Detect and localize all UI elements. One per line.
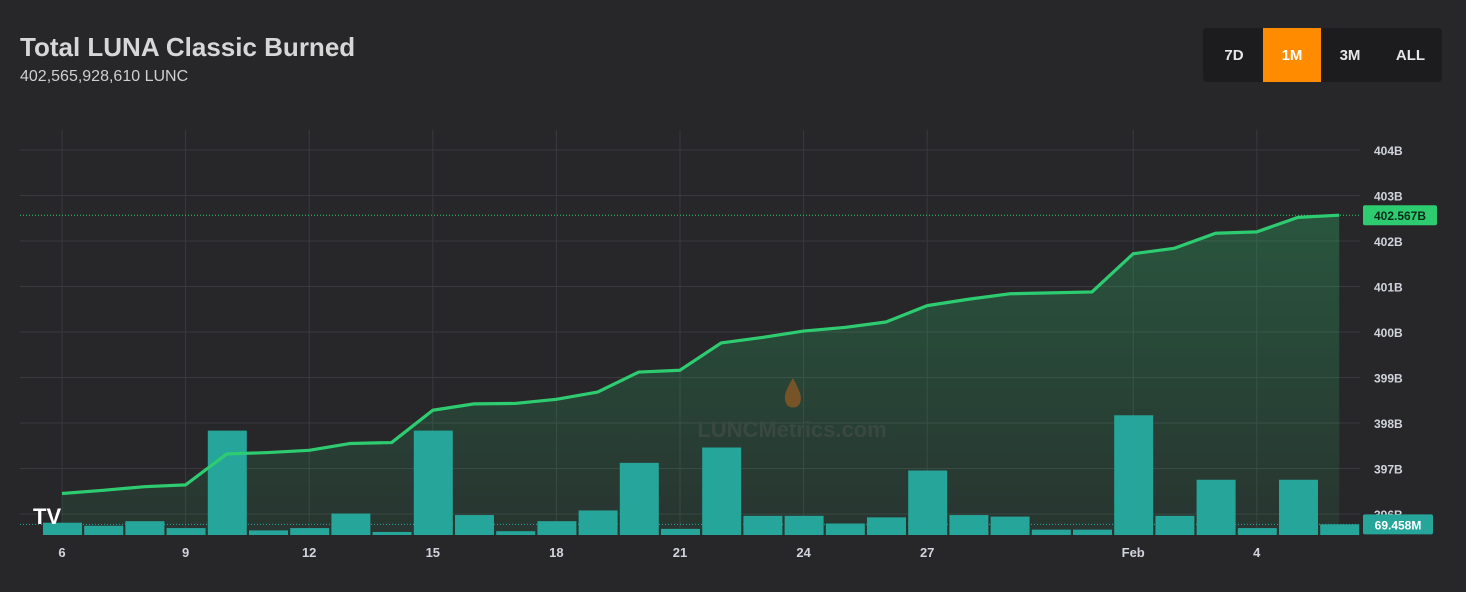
volume-bar bbox=[1155, 516, 1194, 535]
volume-bar bbox=[167, 528, 206, 535]
last-value-labels: 402.567B 69.458M bbox=[1363, 205, 1437, 534]
volume-bar bbox=[455, 515, 494, 535]
chart-area: LUNCMetrics.com 396B397B398B399B400B401B… bbox=[0, 120, 1466, 587]
volume-bar bbox=[208, 431, 247, 535]
chart-title: Total LUNA Classic Burned bbox=[20, 32, 355, 63]
x-tick-label: 21 bbox=[673, 545, 687, 560]
x-tick-label: 12 bbox=[302, 545, 316, 560]
volume-bar bbox=[826, 523, 865, 535]
volume-bar bbox=[537, 521, 576, 535]
volume-bar bbox=[290, 528, 329, 535]
volume-bar bbox=[743, 516, 782, 535]
svg-text:TV: TV bbox=[33, 504, 61, 529]
volume-bar bbox=[1032, 530, 1071, 535]
bar-last-value-text: 69.458M bbox=[1375, 518, 1422, 532]
x-tick-label: 4 bbox=[1253, 545, 1261, 560]
volume-bar bbox=[1279, 480, 1318, 535]
volume-bar bbox=[249, 530, 288, 535]
x-tick-label: 24 bbox=[796, 545, 811, 560]
x-tick-label: Feb bbox=[1122, 545, 1145, 560]
volume-bar bbox=[1197, 480, 1236, 535]
volume-bar bbox=[1114, 415, 1153, 535]
line-last-value-text: 402.567B bbox=[1374, 209, 1426, 223]
volume-bar bbox=[1320, 524, 1359, 535]
y-tick-label: 403B bbox=[1374, 190, 1403, 204]
x-tick-label: 27 bbox=[920, 545, 934, 560]
x-tick-label: 18 bbox=[549, 545, 563, 560]
volume-bar bbox=[1238, 528, 1277, 535]
volume-bar bbox=[1073, 530, 1112, 535]
range-all-button[interactable]: ALL bbox=[1379, 28, 1442, 82]
volume-bar bbox=[991, 517, 1030, 535]
x-tick-label: 9 bbox=[182, 545, 189, 560]
y-tick-label: 398B bbox=[1374, 417, 1403, 431]
range-1m-button[interactable]: 1M bbox=[1263, 28, 1321, 82]
total-burned-value: 402,565,928,610 LUNC bbox=[20, 68, 188, 86]
y-tick-label: 399B bbox=[1374, 372, 1403, 386]
volume-bar bbox=[702, 448, 741, 535]
x-tick-label: 15 bbox=[426, 545, 440, 560]
volume-bar bbox=[949, 515, 988, 535]
volume-bar bbox=[661, 529, 700, 535]
volume-bar bbox=[908, 471, 947, 535]
y-tick-label: 404B bbox=[1374, 144, 1403, 158]
volume-bar bbox=[414, 431, 453, 535]
tradingview-logo: TV bbox=[33, 504, 61, 529]
x-axis: 6 9 12 15 18 21 24 27 Feb 4 bbox=[58, 545, 1261, 560]
range-7d-button[interactable]: 7D bbox=[1205, 28, 1263, 82]
y-tick-label: 402B bbox=[1374, 235, 1403, 249]
y-tick-label: 400B bbox=[1374, 326, 1403, 340]
volume-bar bbox=[496, 531, 535, 535]
volume-bar bbox=[785, 516, 824, 535]
watermark-text: LUNCMetrics.com bbox=[697, 417, 886, 442]
burn-chart: LUNCMetrics.com 396B397B398B399B400B401B… bbox=[0, 120, 1466, 587]
volume-bar bbox=[579, 510, 618, 535]
y-tick-label: 397B bbox=[1374, 463, 1403, 477]
y-axis: 396B397B398B399B400B401B402B403B404B bbox=[1374, 144, 1403, 522]
volume-bar bbox=[373, 532, 412, 535]
range-3m-button[interactable]: 3M bbox=[1321, 28, 1379, 82]
time-range-selector: 7D 1M 3M ALL bbox=[1203, 28, 1442, 82]
x-tick-label: 6 bbox=[58, 545, 65, 560]
volume-bar bbox=[84, 526, 123, 535]
volume-bar bbox=[620, 463, 659, 535]
volume-bar bbox=[125, 521, 164, 535]
volume-bar bbox=[867, 517, 906, 535]
y-tick-label: 401B bbox=[1374, 281, 1403, 295]
